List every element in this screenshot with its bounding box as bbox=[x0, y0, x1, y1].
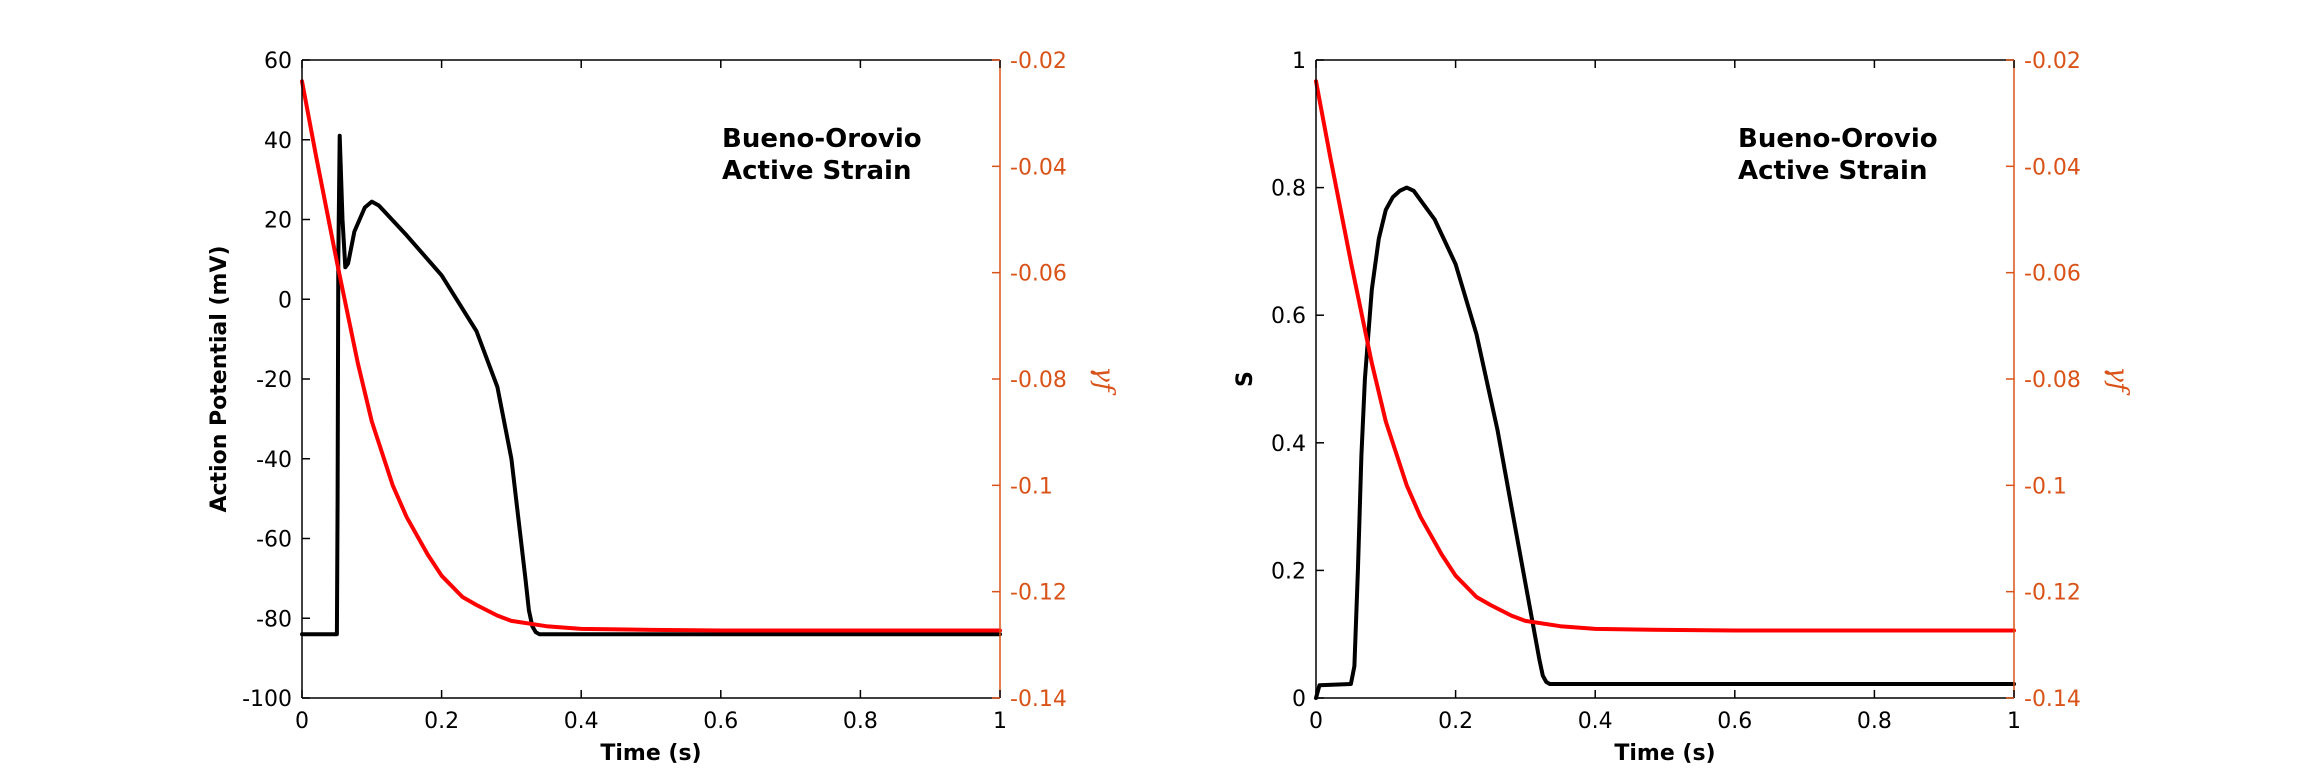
y-tick-label: 1 bbox=[1292, 49, 1306, 74]
x-tick-label: 0.6 bbox=[703, 709, 738, 734]
y2-tick-label: -0.12 bbox=[2024, 581, 2081, 606]
y2-tick-label: -0.06 bbox=[1010, 262, 1067, 287]
y2-tick-label: -0.1 bbox=[1010, 474, 1053, 499]
y-tick-label: 0 bbox=[1292, 687, 1306, 712]
y-tick-label: 0.6 bbox=[1271, 304, 1306, 329]
y-tick-label: -80 bbox=[256, 607, 292, 632]
primary-series-line bbox=[1314, 185, 2016, 700]
x-tick-label: 0.2 bbox=[424, 709, 459, 734]
x-tick-label: 0.8 bbox=[843, 709, 878, 734]
right-panel: 0 0.2 0.4 0.6 0.8 100.20.40.60.81-0.14-0.12-0… bbox=[1233, 49, 2133, 766]
y-axis-label: Action Potential (mV) bbox=[207, 245, 232, 512]
x-tick-label: 0 bbox=[1309, 709, 1323, 734]
y2-tick-label: -0.04 bbox=[2024, 155, 2081, 180]
left-panel: 0 0.2 0.4 0.6 0.8 1 -100 -80 -60 -40 -20 0 20 40 60 -0.… bbox=[207, 49, 1119, 766]
model-annotation: Bueno-Orovio bbox=[722, 124, 922, 154]
y2-tick-label: -0.12 bbox=[1010, 581, 1067, 606]
y-tick-label: -60 bbox=[256, 528, 292, 553]
y2-tick-label: -0.08 bbox=[1010, 368, 1067, 393]
y2-tick-label: -0.02 bbox=[1010, 49, 1067, 74]
gamma-f-series-line bbox=[1314, 79, 2016, 633]
x-tick-label: 0.2 bbox=[1438, 709, 1473, 734]
y-tick-label: 20 bbox=[264, 209, 292, 234]
y-tick-label: 0.2 bbox=[1271, 559, 1306, 584]
x-axis-label: Time (s) bbox=[600, 741, 701, 766]
model-annotation: Active Strain bbox=[1738, 156, 1927, 186]
y-tick-label: -20 bbox=[256, 368, 292, 393]
y2-tick-label: -0.02 bbox=[2024, 49, 2081, 74]
x-tick-label: 0 bbox=[295, 709, 309, 734]
model-annotation: Active Strain bbox=[722, 156, 911, 186]
model-annotation: Bueno-Orovio bbox=[1738, 124, 1938, 154]
x-axis-label: Time (s) bbox=[1614, 741, 1715, 766]
y-tick-label: 60 bbox=[264, 49, 292, 74]
y2-axis-label: γf bbox=[2103, 366, 2133, 396]
x-tick-label: 0.6 bbox=[1717, 709, 1752, 734]
x-tick-label: 0.4 bbox=[1578, 709, 1613, 734]
y2-tick-label: -0.14 bbox=[2024, 687, 2081, 712]
y-tick-label: 0 bbox=[278, 288, 292, 313]
y-tick-label: 0.4 bbox=[1271, 432, 1306, 457]
x-tick-label: 1 bbox=[2007, 709, 2021, 734]
y2-tick-label: -0.08 bbox=[2024, 368, 2081, 393]
primary-series-line bbox=[300, 133, 1002, 637]
y2-tick-label: -0.1 bbox=[2024, 474, 2067, 499]
y2-tick-label: -0.14 bbox=[1010, 687, 1067, 712]
y-tick-label: -100 bbox=[242, 687, 292, 712]
x-tick-label: 0.8 bbox=[1857, 709, 1892, 734]
y-tick-label: 0.8 bbox=[1271, 177, 1306, 202]
y-tick-label: 40 bbox=[264, 129, 292, 154]
x-tick-label: 1 bbox=[993, 709, 1007, 734]
x-tick-label: 0.4 bbox=[564, 709, 599, 734]
y-axis-label: S bbox=[1233, 371, 1258, 387]
y2-tick-label: -0.04 bbox=[1010, 155, 1067, 180]
y2-tick-label: -0.06 bbox=[2024, 262, 2081, 287]
gamma-f-series-line bbox=[300, 79, 1002, 633]
y2-axis-label: γf bbox=[1089, 366, 1119, 396]
y-tick-label: -40 bbox=[256, 448, 292, 473]
